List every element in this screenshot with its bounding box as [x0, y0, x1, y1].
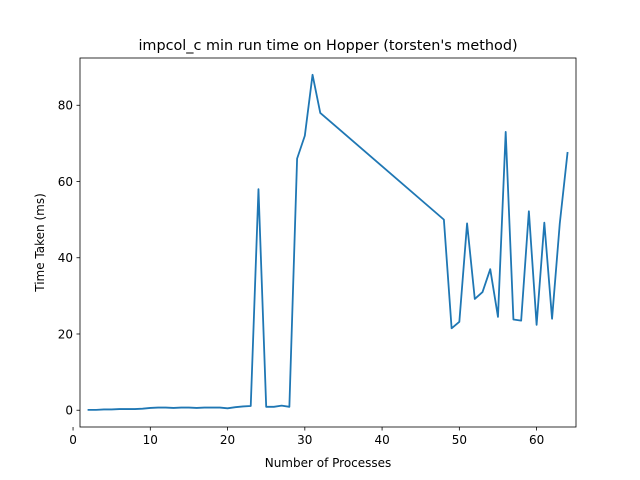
y-tick-label: 60 — [58, 175, 73, 189]
y-tick-label: 20 — [58, 327, 73, 341]
plot-area — [87, 73, 569, 411]
y-tick-label: 80 — [58, 99, 73, 113]
x-tick-label: 10 — [143, 433, 158, 447]
x-tick-label: 50 — [452, 433, 467, 447]
x-tick-label: 60 — [529, 433, 544, 447]
x-tick-label: 20 — [220, 433, 235, 447]
plot-frame — [79, 57, 577, 428]
x-tick-label: 40 — [374, 433, 389, 447]
y-axis-label: Time Taken (ms) — [33, 193, 47, 293]
x-tick-label: 0 — [69, 433, 77, 447]
y-axis-ticks: 0 20 40 60 80 — [58, 99, 80, 418]
y-tick-label: 40 — [58, 251, 73, 265]
x-axis-label: Number of Processes — [265, 456, 392, 470]
chart-title: impcol_c min run time on Hopper (torsten… — [138, 38, 517, 54]
x-tick-label: 30 — [297, 433, 312, 447]
y-tick-label: 0 — [65, 404, 73, 418]
series-line-0 — [87, 73, 569, 411]
x-axis-ticks: 0 10 20 30 40 50 60 — [69, 427, 544, 447]
